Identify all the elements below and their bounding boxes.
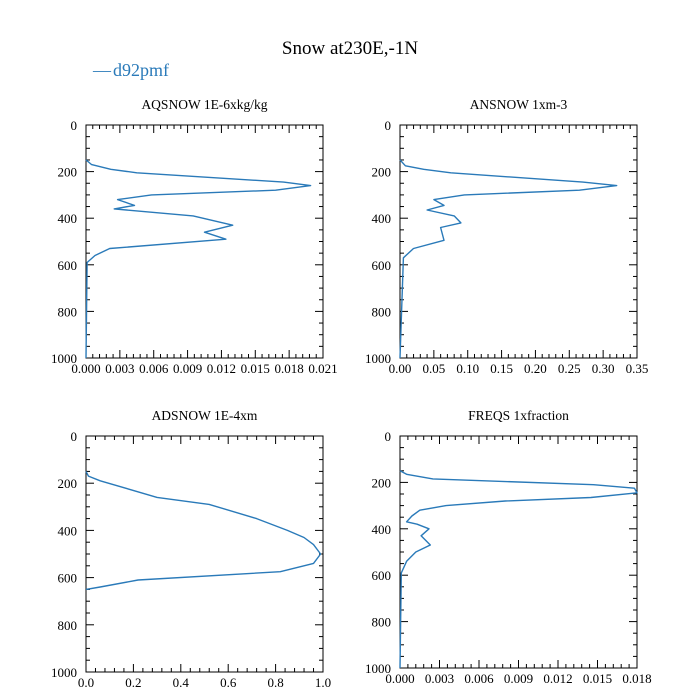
x-tick-label: 0.000: [385, 671, 414, 686]
y-tick-label: 800: [58, 304, 78, 319]
y-tick-label: 200: [58, 165, 78, 180]
x-tick-label: 0.2: [125, 675, 141, 690]
x-tick-label: 0.4: [173, 675, 190, 690]
panel-title: AQSNOW 1E-6xkg/kg: [141, 97, 267, 112]
x-tick-label: 0.006: [139, 361, 169, 376]
y-tick-label: 1000: [365, 661, 391, 676]
y-tick-label: 600: [58, 258, 78, 273]
figure-title: Snow at230E,-1N: [282, 38, 418, 59]
y-tick-label: 0: [385, 118, 392, 133]
y-tick-label: 200: [58, 476, 78, 491]
x-tick-label: 0.009: [504, 671, 533, 686]
series-line-d92pmf: [399, 470, 638, 669]
series-line-d92pmf: [85, 159, 312, 359]
y-tick-label: 800: [372, 304, 392, 319]
legend-label: d92pmf: [113, 60, 169, 80]
series-line-d92pmf: [85, 471, 322, 591]
x-tick-label: 0.00: [389, 361, 412, 376]
y-tick-label: 600: [58, 571, 78, 586]
legend: — d92pmf: [92, 60, 169, 80]
x-tick-label: 0.000: [71, 361, 100, 376]
x-tick-label: 0.35: [626, 361, 649, 376]
x-tick-label: 1.0: [315, 675, 331, 690]
y-tick-label: 1000: [51, 351, 77, 366]
y-tick-label: 400: [372, 522, 392, 537]
y-tick-label: 800: [372, 615, 392, 630]
y-tick-label: 0: [385, 429, 392, 444]
plot-frame: [85, 435, 324, 673]
x-tick-label: 0.018: [622, 671, 651, 686]
x-tick-label: 0.015: [241, 361, 270, 376]
x-tick-label: 0.015: [583, 671, 612, 686]
panel-title: ANSNOW 1xm-3: [470, 97, 568, 112]
x-tick-label: 0.05: [422, 361, 445, 376]
x-tick-label: 0.003: [105, 361, 134, 376]
y-tick-label: 200: [372, 165, 392, 180]
panel-title: FREQS 1xfraction: [468, 408, 569, 423]
x-tick-label: 0.10: [456, 361, 479, 376]
x-tick-label: 0.20: [524, 361, 547, 376]
y-tick-label: 400: [58, 523, 78, 538]
x-tick-label: 0.009: [173, 361, 202, 376]
x-tick-label: 0.021: [308, 361, 337, 376]
y-tick-label: 1000: [51, 665, 77, 680]
x-tick-label: 0.012: [207, 361, 236, 376]
plot-frame: [399, 124, 638, 359]
x-tick-label: 0.25: [558, 361, 581, 376]
y-tick-label: 0: [71, 429, 78, 444]
x-tick-label: 0.006: [464, 671, 494, 686]
x-tick-label: 0.6: [220, 675, 237, 690]
y-tick-label: 600: [372, 568, 392, 583]
x-tick-label: 0.30: [592, 361, 615, 376]
y-tick-label: 200: [372, 475, 392, 490]
y-tick-label: 800: [58, 618, 78, 633]
x-tick-label: 0.15: [490, 361, 513, 376]
x-tick-label: 0.012: [543, 671, 572, 686]
x-tick-label: 0.018: [275, 361, 304, 376]
y-tick-label: 600: [372, 258, 392, 273]
x-tick-label: 0.8: [267, 675, 283, 690]
series-line-d92pmf: [399, 159, 618, 359]
y-tick-label: 400: [372, 211, 392, 226]
x-tick-label: 0.0: [78, 675, 94, 690]
panel-title: ADSNOW 1E-4xm: [152, 408, 258, 423]
legend-marker: —: [92, 60, 112, 80]
y-tick-label: 0: [71, 118, 78, 133]
x-tick-label: 0.003: [425, 671, 454, 686]
y-tick-label: 1000: [365, 351, 391, 366]
y-tick-label: 400: [58, 211, 78, 226]
plot-frame: [399, 435, 638, 669]
